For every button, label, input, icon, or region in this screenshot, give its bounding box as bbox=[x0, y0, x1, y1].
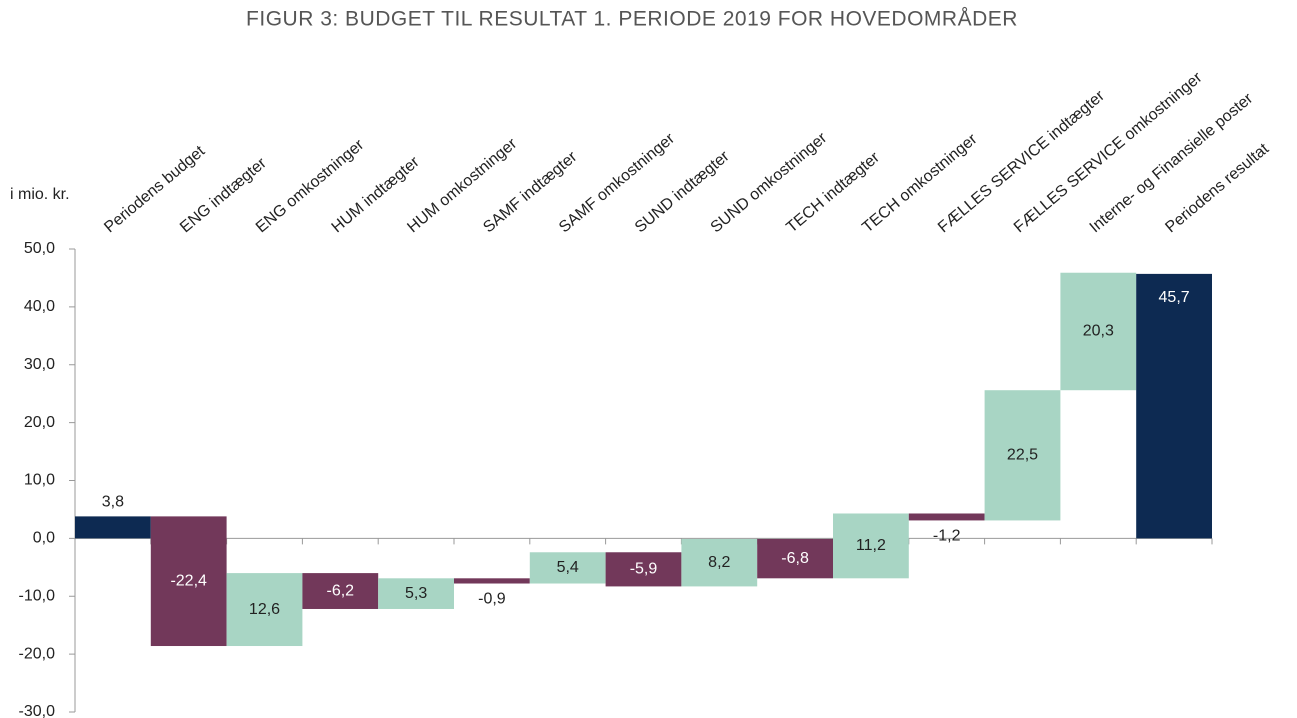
bar bbox=[757, 538, 833, 579]
bar bbox=[1060, 272, 1137, 391]
bar bbox=[681, 538, 758, 587]
bar bbox=[454, 578, 530, 584]
bar bbox=[908, 513, 985, 521]
data-label: -6,2 bbox=[327, 582, 355, 599]
y-tick-label: 30,0 bbox=[24, 356, 55, 373]
y-tick-label: -10,0 bbox=[19, 587, 56, 604]
y-tick-label: -20,0 bbox=[19, 645, 56, 662]
data-label: 3,8 bbox=[102, 494, 124, 511]
chart-title: FIGUR 3: BUDGET TIL RESULTAT 1. PERIODE … bbox=[246, 8, 1018, 31]
data-label: 20,3 bbox=[1083, 323, 1114, 340]
y-tick-label: 0,0 bbox=[33, 530, 55, 547]
y-tick-label: 10,0 bbox=[24, 472, 55, 489]
bar bbox=[150, 516, 227, 647]
y-tick-label: 40,0 bbox=[24, 298, 55, 315]
data-label: -5,9 bbox=[630, 561, 658, 578]
bar bbox=[302, 573, 379, 609]
data-label: 8,2 bbox=[708, 554, 730, 571]
data-label: -22,4 bbox=[170, 572, 207, 589]
y-tick-label: -30,0 bbox=[19, 703, 56, 718]
data-label: 11,2 bbox=[856, 537, 886, 554]
y-tick-label: 50,0 bbox=[24, 240, 55, 257]
bar bbox=[984, 390, 1061, 521]
bar bbox=[1136, 273, 1212, 539]
data-label: -1,2 bbox=[933, 528, 961, 545]
data-label: 22,5 bbox=[1007, 447, 1038, 464]
data-label: -6,8 bbox=[781, 550, 809, 567]
y-axis-label: i mio. kr. bbox=[10, 186, 70, 203]
data-label: 12,6 bbox=[249, 601, 280, 618]
data-label: 45,7 bbox=[1159, 289, 1190, 306]
data-label: 5,3 bbox=[405, 585, 427, 602]
bar bbox=[833, 513, 909, 579]
bar bbox=[378, 578, 454, 609]
bar bbox=[529, 552, 606, 584]
bar bbox=[75, 516, 151, 539]
y-tick-label: 20,0 bbox=[24, 414, 55, 431]
data-label: -0,9 bbox=[478, 591, 506, 608]
bar bbox=[605, 552, 682, 587]
bar bbox=[226, 573, 303, 647]
data-label: 5,4 bbox=[557, 559, 579, 576]
